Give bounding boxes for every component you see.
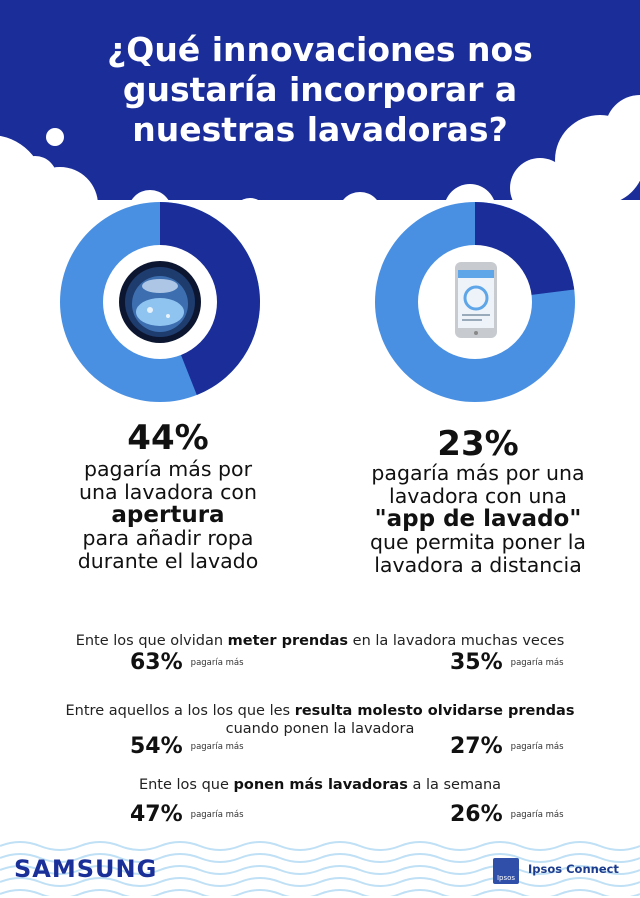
- desc-line: durante el lavado: [77, 549, 259, 573]
- samsung-logo: SAMSUNG: [14, 855, 158, 883]
- stat-suffix: pagaría más: [510, 658, 564, 668]
- stat-percent-apertura: 44%: [127, 418, 209, 458]
- stat-suffix: pagaría más: [190, 742, 244, 752]
- segment-text: en la lavadora muchas veces: [348, 633, 565, 649]
- segment-mas-lavadoras-label: Ente los que ponen más lavadoras a la se…: [0, 776, 640, 794]
- stat-percent-app-lavado: 23%: [437, 424, 519, 464]
- stat-description-app-lavado: pagaría más por una lavadora con una "ap…: [328, 462, 628, 577]
- segment-olvidan-left-stat: 63% pagaría más: [130, 650, 244, 675]
- stat-value: 54%: [130, 734, 183, 759]
- desc-line: que permita poner la: [370, 530, 586, 554]
- stat-value: 47%: [130, 802, 183, 827]
- segment-text: Entre aquellos a los los que les: [65, 703, 295, 719]
- segment-olvidan-right-stat: 35% pagaría más: [450, 650, 564, 675]
- segment-mas-lavadoras-right-stat: 26% pagaría más: [450, 802, 564, 827]
- footer-waves: [0, 841, 640, 896]
- segment-text-line2: cuando ponen la lavadora: [225, 721, 415, 737]
- header-banner: ¿Qué innovaciones nos gustaría incorpora…: [0, 0, 640, 215]
- stat-suffix: pagaría más: [510, 810, 564, 820]
- desc-line: lavadora con una: [389, 484, 567, 508]
- desc-line: una lavadora con: [79, 480, 257, 504]
- segment-text: a la semana: [407, 777, 502, 793]
- smartphone-app-icon: [455, 262, 497, 338]
- segment-mas-lavadoras-left-stat: 47% pagaría más: [130, 802, 244, 827]
- desc-line: pagaría más por: [83, 457, 253, 481]
- stat-value: 27%: [450, 734, 503, 759]
- segment-text-bold: ponen más lavadoras: [233, 777, 408, 793]
- segment-molesto-right-stat: 27% pagaría más: [450, 734, 564, 759]
- stat-value: 26%: [450, 802, 503, 827]
- donut-chart-app-lavado: [375, 202, 575, 402]
- ipsos-logo-icon: Ipsos: [493, 858, 519, 884]
- desc-line: lavadora a distancia: [374, 553, 582, 577]
- title-line-3: nuestras lavadoras?: [132, 110, 508, 149]
- title-line-1: ¿Qué innovaciones nos: [107, 30, 533, 69]
- page-title: ¿Qué innovaciones nos gustaría incorpora…: [0, 30, 640, 150]
- ipsos-connect-logo-text: Ipsos Connect: [528, 862, 619, 876]
- desc-bold: "app de lavado": [374, 506, 582, 532]
- segment-text: Ente los que olvidan: [75, 633, 228, 649]
- stat-suffix: pagaría más: [510, 742, 564, 752]
- segment-molesto-label: Entre aquellos a los los que les resulta…: [0, 702, 640, 738]
- segment-text-bold: meter prendas: [227, 633, 349, 649]
- segment-olvidan-prendas-label: Ente los que olvidan meter prendas en la…: [0, 632, 640, 650]
- donut-chart-apertura: [60, 202, 261, 402]
- segment-text-bold: resulta molesto olvidarse prendas: [294, 703, 575, 719]
- washing-machine-door-icon: [119, 261, 201, 343]
- segment-text: Ente los que: [138, 777, 234, 793]
- stat-suffix: pagaría más: [190, 810, 244, 820]
- stat-suffix: pagaría más: [190, 658, 244, 668]
- stat-description-apertura: pagaría más por una lavadora con apertur…: [28, 458, 308, 573]
- stat-value: 35%: [450, 650, 503, 675]
- desc-bold: apertura: [111, 502, 225, 528]
- title-line-2: gustaría incorporar a: [122, 70, 518, 109]
- desc-line: pagaría más por una: [371, 461, 585, 485]
- desc-line: para añadir ropa: [82, 526, 254, 550]
- stat-value: 63%: [130, 650, 183, 675]
- segment-molesto-left-stat: 54% pagaría más: [130, 734, 244, 759]
